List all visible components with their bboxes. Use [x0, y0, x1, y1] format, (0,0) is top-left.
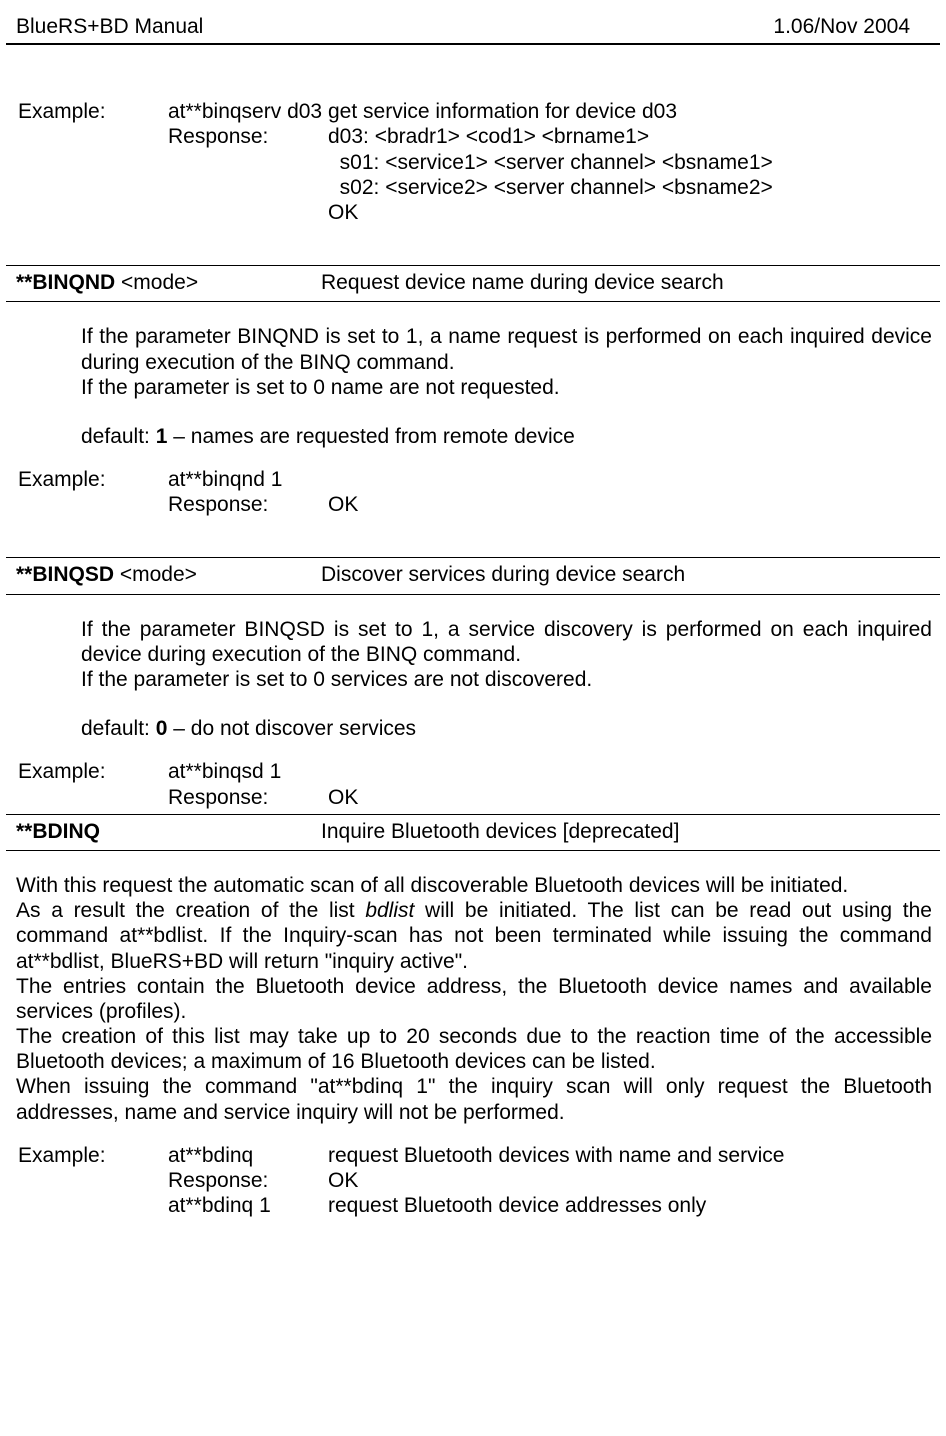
response-label: Response: — [168, 124, 328, 149]
response-line: OK — [328, 200, 924, 225]
command-token: **BINQSD — [16, 563, 114, 586]
example-command: at**bdinq — [168, 1143, 328, 1168]
default-label: default: — [81, 717, 156, 740]
binqnd-example: Example: at**binqnd 1 Response: OK — [6, 467, 940, 517]
body-italic: bdlist — [365, 899, 414, 922]
response-label: Response: — [168, 492, 328, 517]
command-desc: Inquire Bluetooth devices [deprecated] — [321, 819, 932, 844]
response-line: s01: <service1> <server channel> <bsname… — [328, 150, 924, 175]
default-line: default: 0 – do not discover services — [81, 716, 932, 741]
default-value: 0 — [156, 717, 168, 740]
body-text: If the parameter is set to 0 services ar… — [81, 667, 932, 692]
example-label: Example: — [18, 99, 168, 124]
default-desc: – do not discover services — [167, 717, 416, 740]
example-command: at**binqserv d03 — [168, 99, 328, 124]
command-arg: <mode> — [114, 563, 197, 586]
bdinq-body: With this request the automatic scan of … — [6, 873, 940, 1125]
response-label: Response: — [168, 785, 328, 810]
example-label: Example: — [18, 467, 168, 492]
binqnd-header: **BINQND <mode> Request device name duri… — [6, 270, 940, 297]
command-name: **BINQSD <mode> — [16, 562, 321, 587]
section-rule — [6, 301, 940, 302]
section-rule — [6, 557, 940, 558]
example-command: at**bdinq 1 — [168, 1193, 328, 1218]
default-line: default: 1 – names are requested from re… — [81, 424, 932, 449]
example-command-desc: request Bluetooth devices with name and … — [328, 1143, 924, 1168]
response-value: OK — [328, 492, 924, 517]
body-text: The entries contain the Bluetooth device… — [16, 974, 932, 1024]
body-text: As a result the creation of the list bdl… — [16, 898, 932, 974]
default-label: default: — [81, 425, 156, 448]
body-text: When issuing the command "at**bdinq 1" t… — [16, 1074, 932, 1124]
command-desc: Discover services during device search — [321, 562, 932, 587]
body-text: With this request the automatic scan of … — [16, 873, 932, 898]
response-line: d03: <bradr1> <cod1> <brname1> — [328, 124, 924, 149]
binqnd-body: If the parameter BINQND is set to 1, a n… — [6, 324, 940, 449]
response-value: OK — [328, 1168, 924, 1193]
example-command-desc: get service information for device d03 — [328, 99, 924, 124]
binqserv-example: Example: at**binqserv d03 get service in… — [6, 99, 940, 225]
page: BlueRS+BD Manual 1.06/Nov 2004 Example: … — [0, 0, 946, 1238]
response-line: s02: <service2> <server channel> <bsname… — [328, 175, 924, 200]
example-command-desc: request Bluetooth device addresses only — [328, 1193, 924, 1218]
command-desc: Request device name during device search — [321, 270, 932, 295]
command-token: **BINQND — [16, 271, 115, 294]
body-span: As a result the creation of the list — [16, 899, 365, 922]
binqsd-example: Example: at**binqsd 1 Response: OK — [6, 759, 940, 809]
example-command: at**binqnd 1 — [168, 467, 328, 492]
section-rule — [6, 265, 940, 266]
example-command: at**binqsd 1 — [168, 759, 328, 784]
body-text: If the parameter BINQND is set to 1, a n… — [81, 324, 932, 374]
page-header: BlueRS+BD Manual 1.06/Nov 2004 — [6, 14, 940, 39]
example-label: Example: — [18, 1143, 168, 1168]
default-value: 1 — [156, 425, 168, 448]
section-rule — [6, 814, 940, 815]
section-rule — [6, 594, 940, 595]
binqsd-header: **BINQSD <mode> Discover services during… — [6, 562, 940, 589]
header-left: BlueRS+BD Manual — [16, 14, 203, 39]
response-value: OK — [328, 785, 924, 810]
body-text: If the parameter BINQSD is set to 1, a s… — [81, 617, 932, 667]
bdinq-example: Example: at**bdinq request Bluetooth dev… — [6, 1143, 940, 1219]
header-right: 1.06/Nov 2004 — [773, 14, 910, 39]
response-label: Response: — [168, 1168, 328, 1193]
example-label: Example: — [18, 759, 168, 784]
body-text: If the parameter is set to 0 name are no… — [81, 375, 932, 400]
command-arg: <mode> — [115, 271, 198, 294]
body-text: The creation of this list may take up to… — [16, 1024, 932, 1074]
section-rule — [6, 850, 940, 851]
command-token: **BDINQ — [16, 820, 100, 843]
command-name: **BDINQ — [16, 819, 321, 844]
bdinq-header: **BDINQ Inquire Bluetooth devices [depre… — [6, 819, 940, 846]
default-desc: – names are requested from remote device — [167, 425, 574, 448]
binqsd-body: If the parameter BINQSD is set to 1, a s… — [6, 617, 940, 742]
command-name: **BINQND <mode> — [16, 270, 321, 295]
